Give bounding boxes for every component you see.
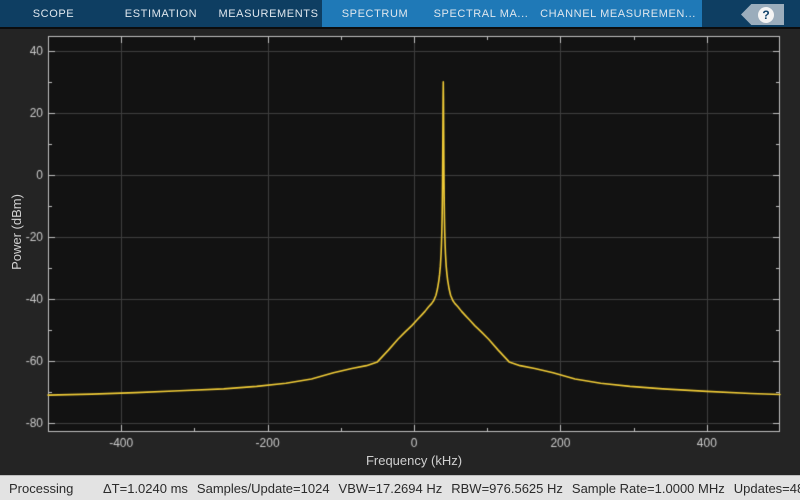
help-collapse-button[interactable]: ? [741,4,784,25]
status-stat: Sample Rate=1.0000 MHz [571,480,725,496]
tab-scope[interactable]: SCOPE [32,7,75,20]
spectrum-plot-area: Power (dBm) Frequency (kHz) [0,31,800,475]
toolstrip: SCOPE ESTIMATION MEASUREMENTS SPECTRUM SPECT… [0,0,800,29]
status-stat: Samples/Update=1024 [196,480,330,496]
status-stats: ΔT=1.0240 ms Samples/Update=1024 VBW=17.26… [103,481,800,496]
status-stat: ΔT=1.0240 ms [103,480,188,496]
x-axis-title: Frequency (kHz) [365,453,463,468]
help-icon[interactable]: ? [758,6,774,23]
tab-estimation[interactable]: ESTIMATION [124,7,198,20]
tab-measurements[interactable]: MEASUREMENTS [218,7,319,20]
tab-spectrum[interactable]: SPECTRUM [322,0,428,27]
status-stat: Updates=48 [733,480,800,496]
status-bar: Processing ΔT=1.0240 ms Samples/Update=10… [0,475,800,500]
spectrum-plot-canvas[interactable] [0,31,800,475]
tab-spectral-ma[interactable]: SPECTRAL MA... [428,0,534,27]
status-stat: VBW=17.2694 Hz [338,480,443,496]
status-state: Processing [9,480,74,496]
tab-channel-measuremen[interactable]: CHANNEL MEASUREMEN... [534,0,702,27]
status-stat: RBW=976.5625 Hz [451,480,563,496]
